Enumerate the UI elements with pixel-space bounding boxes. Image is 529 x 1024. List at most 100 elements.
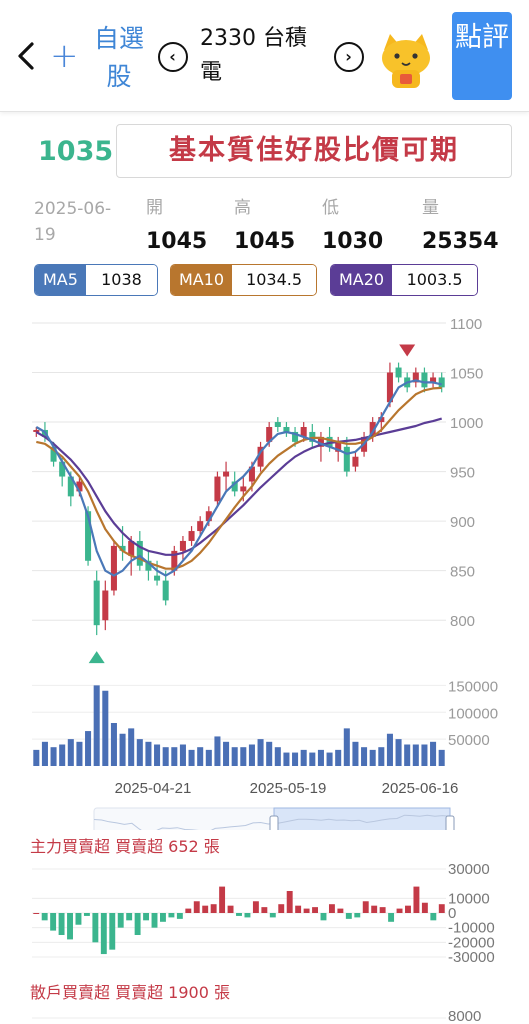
volume-bar	[309, 752, 316, 766]
flow-bar	[134, 913, 141, 935]
candle-body	[171, 550, 178, 571]
open-label: 開	[146, 198, 163, 218]
flow-tick-label: 10000	[448, 890, 490, 907]
quote-date: 2025-06-19	[34, 199, 112, 245]
candle-body	[76, 481, 83, 492]
flow-bar	[354, 913, 361, 918]
volume-bar	[136, 739, 143, 766]
candle-body	[395, 367, 402, 378]
flow-bar	[92, 913, 99, 943]
candle-body	[240, 486, 247, 492]
flow-bar	[33, 913, 40, 914]
price-tick-label: 800	[450, 613, 475, 630]
flow-tick-label: 0	[448, 905, 456, 922]
volume-bar	[266, 741, 273, 766]
flow-bar	[193, 901, 200, 913]
date-tick-label: 2025-05-19	[250, 780, 327, 797]
candle-body	[59, 461, 66, 477]
candle-body	[85, 511, 92, 561]
buy-signal-icon	[88, 651, 105, 664]
volume-bar	[335, 749, 342, 766]
stock-title: 2330 台積電	[200, 26, 307, 85]
volume-bar	[171, 747, 178, 766]
candle-body	[430, 377, 437, 383]
flow-bar	[261, 907, 268, 913]
volume-bar	[248, 744, 255, 766]
volume-bar	[102, 690, 109, 766]
flow-bar	[320, 913, 327, 921]
volume-bar	[369, 749, 376, 766]
candle-body	[128, 540, 135, 556]
previous-stock-button[interactable]: ‹	[158, 42, 188, 72]
flow-bar	[337, 908, 344, 913]
flow-bar	[202, 905, 209, 913]
flow-bar	[328, 904, 335, 913]
flow-bar	[83, 913, 90, 916]
volume-bar	[197, 747, 204, 766]
volume-bar	[67, 739, 74, 766]
retail-flow-label: 散戶買賣超 買賣超 1900 張	[30, 983, 230, 1002]
volume-bar	[110, 723, 117, 766]
flow-bar	[396, 908, 403, 913]
candle-body	[283, 427, 290, 432]
candle-body	[119, 545, 126, 551]
high-value: 1045	[234, 229, 296, 254]
volume-bar	[352, 741, 359, 766]
candle-body	[300, 427, 307, 437]
flow-bar	[41, 913, 48, 921]
volume-bar	[292, 752, 299, 766]
volume-tick-label: 150000	[448, 678, 498, 695]
candle-body	[214, 476, 221, 502]
volume-bar	[404, 744, 411, 766]
back-button[interactable]	[12, 36, 42, 76]
ma5-line	[35, 379, 442, 577]
retail-tick-label: 8000	[448, 1008, 481, 1024]
candle-body	[197, 521, 204, 532]
flow-bar	[75, 913, 82, 925]
volume-bar	[438, 749, 445, 766]
ma10-value: 1034.5	[232, 265, 316, 295]
add-to-watchlist-button[interactable]: +	[50, 36, 79, 76]
volume-bar	[119, 733, 126, 766]
volume-bar	[50, 747, 57, 766]
volume-bar	[240, 747, 247, 766]
candle-body	[162, 580, 169, 601]
volume-bar	[223, 741, 230, 766]
candle-body	[274, 422, 281, 427]
volume-value: 25354	[422, 229, 499, 254]
review-button[interactable]: 點評	[452, 12, 512, 100]
volume-bar	[41, 741, 48, 766]
flow-bar	[67, 913, 73, 940]
candle-body	[33, 429, 40, 432]
volume-bar	[33, 749, 40, 766]
main-force-flow-chart: 30000 100000-10000-20000-30000 8000	[32, 861, 495, 1024]
candle-body	[102, 590, 109, 621]
flow-tick-label: -30000	[448, 949, 495, 966]
candle-body	[223, 471, 230, 477]
flow-bar	[379, 907, 386, 913]
current-price: 1035	[38, 136, 114, 167]
price-volume-chart[interactable]: 1100 1050 1000 950 900 850 800 150000 100000 5000…	[0, 300, 529, 830]
flow-bar	[117, 913, 124, 928]
next-stock-button[interactable]: ›	[334, 42, 364, 72]
ma5-value: 1038	[85, 265, 157, 295]
volume-tick-label: 50000	[448, 732, 490, 749]
volume-bar	[343, 728, 350, 766]
candle-body	[257, 446, 264, 467]
candle-body	[317, 436, 324, 447]
ma10-line	[36, 386, 442, 570]
candle-body	[179, 540, 186, 551]
flow-tick-label: -20000	[448, 934, 495, 951]
candle-body	[248, 466, 255, 482]
flow-bar	[312, 907, 318, 913]
watchlist-link[interactable]: 自選股	[93, 24, 144, 91]
price-tick-label: 900	[450, 514, 475, 531]
candle-body	[386, 372, 393, 403]
ma5-label: MA5	[35, 265, 86, 295]
volume-bar	[274, 747, 281, 766]
volume-bar	[378, 747, 385, 766]
mascot-cat-icon[interactable]	[378, 32, 434, 90]
candle-body	[205, 511, 212, 522]
low-label: 低	[322, 198, 339, 218]
ma5-badge: MA5 1038	[34, 264, 158, 296]
